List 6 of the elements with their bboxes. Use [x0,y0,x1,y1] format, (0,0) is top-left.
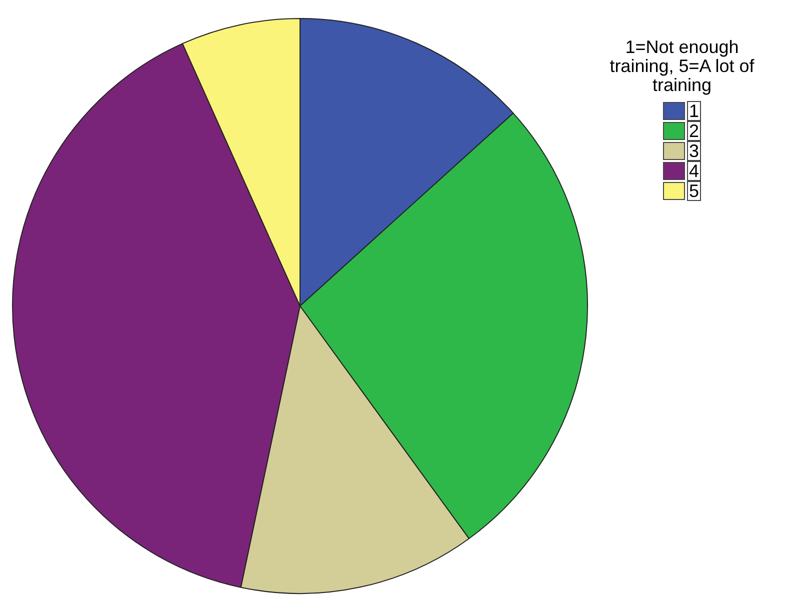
legend-title: 1=Not enough training, 5=A lot of training [608,37,756,95]
legend-label: 4 [686,161,701,181]
legend-label: 3 [686,141,701,161]
legend-label: 2 [686,121,701,141]
legend-label: 5 [686,181,701,201]
legend-label: 1 [686,101,701,121]
